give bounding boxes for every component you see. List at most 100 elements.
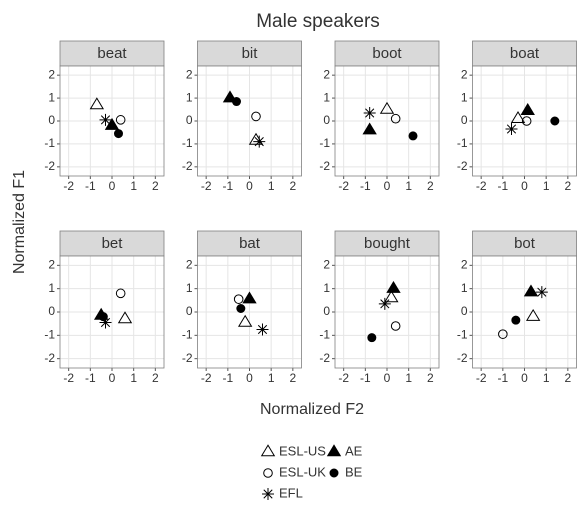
point [362,122,377,135]
point [386,280,401,293]
y-axis-label: Normalized F1 [11,170,28,274]
x-tick-label: 1 [268,371,275,385]
point [520,102,535,115]
y-tick-label: 0 [323,304,330,318]
y-tick-label: -2 [182,351,193,365]
x-tick-label: -1 [85,179,96,193]
y-tick-label: -1 [319,136,330,150]
panel-border [472,65,577,177]
x-tick-label: 2 [152,371,159,385]
y-tick-label: 0 [461,304,468,318]
y-tick-label: 1 [461,90,468,104]
legend-symbol [262,488,274,500]
x-tick-label: 1 [543,179,550,193]
point [505,123,518,136]
point [253,135,266,148]
point [523,284,539,297]
point [521,116,532,126]
point [99,316,112,329]
x-tick-label: 1 [130,179,137,193]
point [363,106,376,119]
y-tick-label: 2 [186,258,193,272]
x-tick-label: 2 [427,371,434,385]
point [550,116,560,126]
point [367,333,377,343]
x-tick-label: -1 [85,371,96,385]
y-tick-label: 1 [48,90,55,104]
y-tick-label: -2 [319,159,330,173]
y-tick-label: -1 [457,136,468,150]
strip [59,40,165,67]
x-tick-label: 2 [289,371,296,385]
x-tick-label: 0 [109,371,116,385]
legend-label: BE [345,464,363,479]
point [535,286,548,299]
x-tick-label: -2 [201,179,212,193]
legend-label: ESL-UK [279,464,326,479]
y-tick-label: 2 [48,258,55,272]
x-tick-label: -2 [476,371,487,385]
legend-label: AE [345,443,363,458]
y-tick-label: 0 [461,113,468,127]
y-tick-label: -1 [182,136,193,150]
chart-title: Male speakers [256,11,380,32]
point [232,97,241,107]
y-tick-label: -2 [457,159,468,173]
panel-border [472,255,577,369]
x-tick-label: 2 [152,179,159,193]
point [384,290,399,303]
x-tick-label: 1 [130,371,137,385]
y-tick-label: 1 [323,281,330,295]
legend-label: ESL-US [279,443,326,458]
y-tick-label: 2 [323,67,330,81]
y-tick-label: 2 [323,258,330,272]
strip [334,40,440,67]
x-tick-label: 0 [109,179,116,193]
y-tick-label: 0 [48,304,55,318]
strip-label: boat [510,45,540,62]
strip [197,40,302,67]
point [99,113,112,126]
point [114,129,123,139]
point [511,315,521,325]
strip-label: bot [514,235,536,252]
y-tick-label: 1 [48,281,55,295]
y-tick-label: -1 [457,328,468,342]
x-tick-label: 2 [564,371,571,385]
x-tick-label: -2 [63,371,74,385]
y-tick-label: -1 [182,328,193,342]
point [408,131,418,141]
strip-label: boot [372,45,402,62]
x-tick-label: 0 [246,371,253,385]
panel-border [197,65,302,177]
y-tick-label: 2 [48,67,55,81]
point [251,111,261,122]
y-tick-label: 0 [186,304,193,318]
x-tick-label: 0 [384,371,391,385]
strip-label: bat [239,235,261,252]
y-tick-label: 2 [461,258,468,272]
y-tick-label: 1 [186,281,193,295]
point [378,297,391,310]
y-tick-label: -2 [457,351,468,365]
x-tick-label: 1 [405,179,412,193]
point [115,115,126,125]
x-tick-label: -2 [63,179,74,193]
x-tick-label: 1 [268,179,275,193]
point [98,312,108,322]
y-tick-label: -1 [319,328,330,342]
point [115,288,126,299]
legend-symbol [326,444,342,457]
point [233,294,244,304]
y-tick-label: 2 [186,67,193,81]
strip-label: bit [242,45,259,62]
x-tick-label: 1 [543,371,550,385]
x-tick-label: 1 [405,371,412,385]
y-tick-label: -2 [319,351,330,365]
x-tick-label: 0 [521,179,528,193]
legend-label: EFL [279,485,303,500]
x-tick-label: 0 [521,371,528,385]
x-tick-label: -1 [360,179,371,193]
x-axis-label: Normalized F2 [260,401,364,418]
